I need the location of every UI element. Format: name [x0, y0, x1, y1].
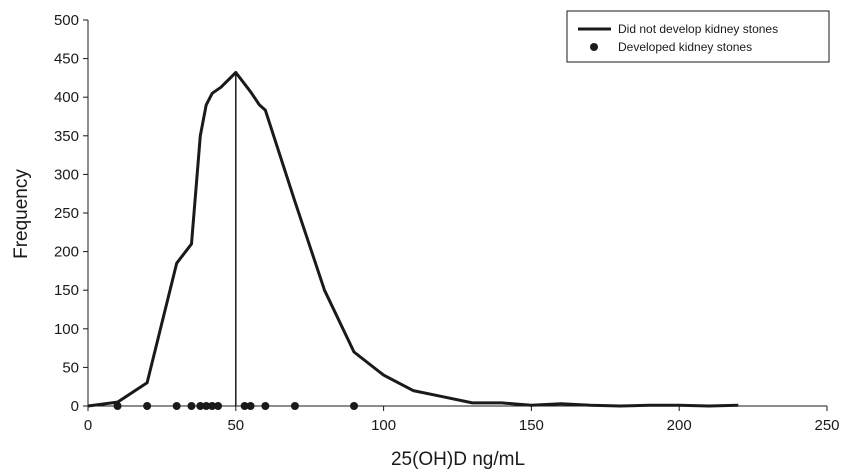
data-point-developed: [261, 402, 270, 410]
legend: Did not develop kidney stones Developed …: [566, 10, 830, 63]
y-tick-label: 300: [54, 166, 79, 183]
y-tick-label: 450: [54, 51, 79, 68]
x-tick-label: 0: [84, 417, 92, 434]
legend-label-developed: Developed kidney stones: [618, 40, 752, 54]
x-tick-label: 50: [227, 417, 244, 434]
legend-label-did-not-develop: Did not develop kidney stones: [618, 22, 778, 36]
data-point-developed: [196, 402, 205, 410]
y-tick-label: 350: [54, 128, 79, 145]
y-tick-label: 50: [62, 359, 79, 376]
data-point-developed: [350, 402, 359, 410]
data-point-developed: [240, 402, 249, 410]
y-tick-label: 0: [71, 398, 79, 415]
series-markers-developed: [113, 402, 359, 410]
data-point-developed: [187, 402, 196, 410]
y-tick-label: 100: [54, 321, 79, 338]
data-point-developed: [214, 402, 223, 410]
x-tick-label: 200: [667, 417, 692, 434]
y-tick-label: 250: [54, 205, 79, 222]
y-tick-label: 400: [54, 89, 79, 106]
x-tick-label: 250: [814, 417, 839, 434]
x-tick-label: 100: [371, 417, 396, 434]
y-tick-label: 150: [54, 282, 79, 299]
legend-box: [566, 10, 830, 63]
x-tick-label: 150: [519, 417, 544, 434]
y-tick-label: 500: [54, 12, 79, 29]
data-point-developed: [143, 402, 152, 410]
y-axis-ticks: 0 50 100 150 200 250 300 350 400 450 500: [54, 12, 88, 415]
y-tick-label: 200: [54, 244, 79, 261]
data-point-developed: [208, 402, 217, 410]
data-point-developed: [113, 402, 122, 410]
series-line-did-not-develop: [87, 71, 739, 408]
legend-marker-swatch: [590, 43, 598, 51]
y-axis-title: Frequency: [11, 169, 32, 259]
x-axis-ticks: 0 50 100 150 200 250: [84, 406, 840, 434]
x-axis-title: 25(OH)D ng/mL: [391, 449, 525, 470]
data-point-developed: [246, 402, 255, 410]
data-point-developed: [290, 402, 299, 410]
data-point-developed: [202, 402, 211, 410]
data-point-developed: [172, 402, 181, 410]
